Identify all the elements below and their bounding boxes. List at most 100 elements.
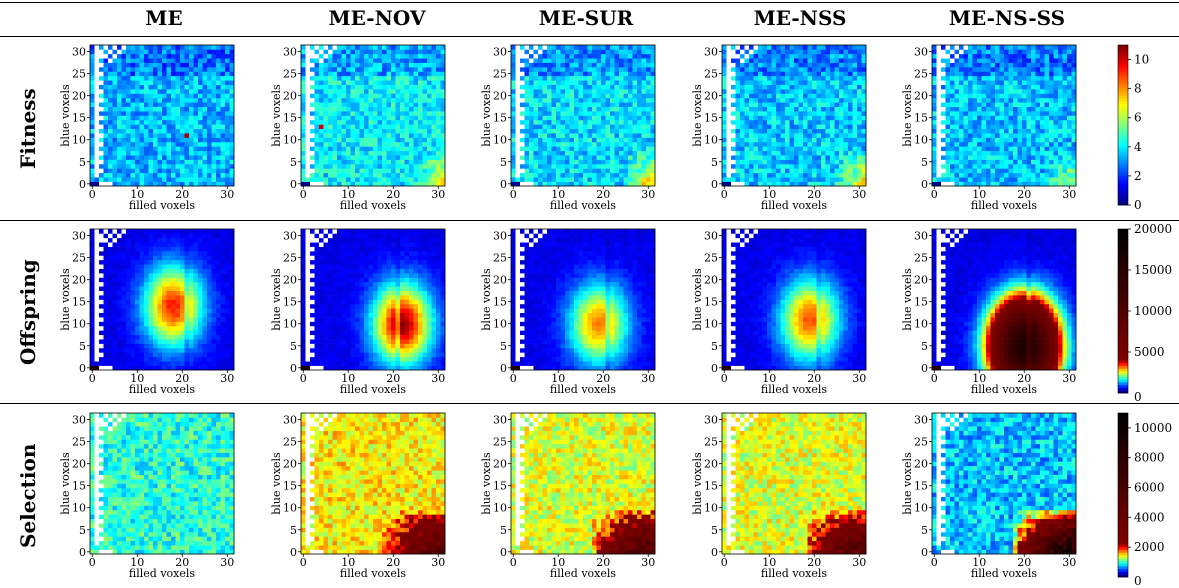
heatmap-cell [520, 84, 525, 90]
heatmap-cell [314, 177, 320, 182]
heatmap-cell [945, 115, 951, 121]
heatmap-cell [780, 119, 786, 125]
heatmap-cell [216, 111, 221, 116]
heatmap-cell [310, 137, 315, 143]
heatmap-cell [440, 181, 446, 187]
heatmap-cell [211, 106, 217, 112]
heatmap-cell [341, 163, 347, 169]
heatmap-cell [977, 89, 982, 94]
heatmap-cell [126, 155, 131, 160]
heatmap-cell [1031, 102, 1036, 107]
heatmap-cell [1040, 89, 1045, 94]
heatmap-cell [771, 97, 777, 103]
heatmap-cell [941, 102, 946, 107]
heatmap-cell [735, 124, 741, 130]
heatmap-cell [981, 168, 987, 174]
heatmap-cell [413, 84, 419, 90]
heatmap-cell [596, 124, 602, 130]
heatmap-cell [816, 67, 822, 72]
heatmap-cell [153, 163, 158, 169]
heatmap-cell [162, 177, 167, 182]
heatmap-cell [995, 97, 1000, 103]
heatmap-cell [803, 163, 808, 169]
heatmap-cell [798, 163, 804, 169]
heatmap-cell [986, 159, 991, 165]
heatmap-cell [436, 71, 441, 77]
heatmap-cell [220, 163, 226, 169]
column-header-me: ME [145, 6, 183, 30]
y-tick-label: 30 [704, 46, 718, 59]
heatmap-cell [144, 49, 149, 55]
heatmap-cell [830, 119, 835, 125]
heatmap-cell [1040, 111, 1045, 116]
heatmap-cell [350, 67, 356, 72]
heatmap-cell [103, 133, 109, 138]
heatmap-cell [341, 97, 347, 103]
heatmap-cell [148, 128, 154, 134]
heatmap-cell [400, 159, 405, 165]
heatmap-cell [1022, 168, 1027, 174]
heatmap-cell [574, 115, 579, 121]
heatmap-cell [977, 177, 982, 182]
heatmap-cell [216, 177, 221, 182]
heatmap-cell [153, 84, 158, 90]
heatmap-cell [225, 84, 230, 90]
heatmap-cell [323, 172, 329, 178]
heatmap-cell [569, 84, 575, 90]
heatmap-cell [533, 159, 539, 165]
heatmap-cell [574, 124, 579, 130]
heatmap-cell [202, 133, 208, 138]
heatmap-cell [825, 97, 831, 103]
heatmap-cell [641, 155, 647, 160]
heatmap-cell [422, 168, 428, 174]
heatmap-cell [382, 53, 387, 59]
heatmap-cell [614, 177, 620, 182]
heatmap-cell [839, 155, 844, 160]
heatmap-cell [941, 141, 946, 147]
x-tick-label: 0 [89, 188, 96, 201]
heatmap-cell [1017, 172, 1023, 178]
heatmap-cell [166, 141, 172, 147]
heatmap-cell [749, 97, 754, 103]
heatmap-cell [542, 177, 548, 182]
heatmap-cell [364, 163, 369, 169]
heatmap-cell [637, 71, 642, 77]
heatmap-cell [359, 128, 365, 134]
heatmap-cell [785, 111, 790, 116]
heatmap-cell [623, 80, 629, 85]
heatmap-cell [632, 106, 638, 112]
heatmap-cell [301, 58, 306, 63]
heatmap-cell [945, 177, 951, 182]
heatmap-cell [377, 97, 383, 103]
heatmap-cell [749, 168, 754, 174]
heatmap-cell [807, 75, 813, 81]
heatmap-cell [1044, 159, 1050, 165]
heatmap-cell [641, 115, 647, 121]
heatmap-cell [1062, 137, 1068, 143]
heatmap-cell [722, 119, 727, 125]
heatmap-cell [830, 97, 835, 103]
heatmap-cell [427, 111, 432, 116]
heatmap-cell [310, 67, 315, 72]
heatmap-cell [601, 71, 606, 77]
heatmap-cell [99, 172, 104, 178]
heatmap-cell [830, 89, 835, 94]
heatmap-cell [767, 128, 772, 134]
heatmap-cell [524, 53, 530, 59]
heatmap-cell [726, 97, 732, 103]
heatmap-cell [972, 159, 978, 165]
heatmap-cell [139, 177, 145, 182]
heatmap-cell [436, 62, 441, 68]
heatmap-cell [337, 97, 342, 103]
heatmap-cell [386, 111, 392, 116]
heatmap-cell [130, 80, 136, 85]
heatmap-cell [601, 102, 606, 107]
heatmap-cell [422, 119, 428, 125]
heatmap-cell [843, 53, 849, 59]
heatmap-cell [950, 75, 955, 81]
heatmap-cell [166, 49, 172, 55]
heatmap-cell [950, 102, 955, 107]
heatmap-cell [409, 45, 414, 50]
heatmap-cell [780, 93, 786, 99]
heatmap-cell [610, 168, 615, 174]
